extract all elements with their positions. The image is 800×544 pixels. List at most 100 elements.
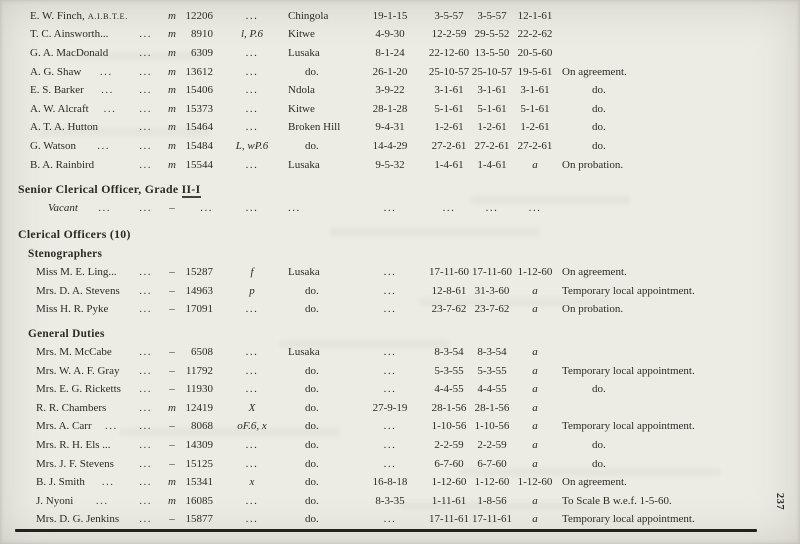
stenographer-rows: Miss M. E. Ling...... –15287 f Lusaka... 17-… <box>0 263 800 319</box>
allowance-code-cell: l, P.6 <box>240 28 264 41</box>
station-cell: do. <box>305 364 319 377</box>
dot-leader: ... <box>139 158 152 171</box>
table-row: Miss M. E. Ling...... –15287 f Lusaka... 17-… <box>30 263 790 282</box>
date-cell-4: a <box>532 158 538 171</box>
officer-name: R. R. Chambers <box>36 401 107 414</box>
date-cell-4: 1-2-61 <box>520 121 550 134</box>
date-cell-2: 6-7-60 <box>434 457 464 470</box>
senior-clerical-rows: E. W. Finch, A.I.B.T.E. m 12206... Chingola 1… <box>0 7 800 174</box>
staff-number-cell: 15287 <box>185 266 214 279</box>
date-cell-4: a <box>532 457 538 470</box>
date-cell-4: a <box>532 494 538 507</box>
officer-name-cell: E. S. Barker...... <box>30 84 160 96</box>
officer-name-cell: A. T. A. Hutton... <box>30 121 160 133</box>
date-cell-4: a <box>532 513 538 526</box>
officer-name: G. A. MacDonald <box>30 46 109 59</box>
station-cell: do. <box>305 65 319 78</box>
staff-number-cell: 13612 <box>185 65 214 78</box>
officer-name-cell: Vacant...... <box>30 202 160 214</box>
date-cell-1: ... <box>383 457 397 470</box>
staff-number-cell: 11930 <box>185 383 213 396</box>
date-cell-1: ... <box>383 420 397 433</box>
remarks-cell: do. <box>592 457 606 470</box>
allowance-code-cell: ... <box>245 513 259 526</box>
officer-name: G. Watson <box>30 139 76 152</box>
dot-leader: ... <box>139 303 152 316</box>
allowance-code-cell: ... <box>245 346 259 359</box>
date-cell-3: 5-3-55 <box>477 364 507 377</box>
date-cell-3: 29-5-52 <box>474 28 510 41</box>
allowance-code-cell: ... <box>245 383 259 396</box>
staff-number-cell: 15464 <box>185 121 214 134</box>
remarks-cell: do. <box>592 139 606 152</box>
allowance-code-cell: ... <box>245 457 259 470</box>
date-cell-1: 19-1-15 <box>372 9 408 22</box>
remarks-cell: On agreement. <box>562 65 627 78</box>
date-cell-4: a <box>532 364 538 377</box>
marital-status-cell: m <box>168 102 176 115</box>
officer-name: Miss H. R. Pyke <box>36 303 109 316</box>
table-row: G. A. MacDonald... m 6309... Lusaka 8-1-24 22… <box>30 44 790 63</box>
officer-name: Mrs. W. A. F. Gray <box>36 364 120 377</box>
station-cell: Lusaka <box>288 346 320 359</box>
date-cell-1: 9-4-31 <box>375 121 405 134</box>
remarks-cell: Temporary local appointment. <box>562 513 695 526</box>
date-cell-2: 5-1-61 <box>434 102 464 115</box>
officer-name: B. J. Smith <box>36 476 85 489</box>
officer-name-cell: G. A. MacDonald... <box>30 47 160 59</box>
dot-leader: ... <box>139 84 152 97</box>
date-cell-1: ... <box>383 513 397 526</box>
remarks-cell: On probation. <box>562 158 624 171</box>
date-cell-2: 8-3-54 <box>434 346 464 359</box>
table-row: J. Nyoni...... m 16085... do. 8-3-35 1-11-61 1… <box>30 491 790 510</box>
date-cell-1: 27-9-19 <box>372 401 408 414</box>
remarks-cell: do. <box>592 121 606 134</box>
station-cell: do. <box>305 457 319 470</box>
allowance-code-cell: ... <box>245 364 259 377</box>
staff-number-cell: 15341 <box>185 476 214 489</box>
staff-number-cell: 15484 <box>185 139 214 152</box>
remarks-cell: On agreement. <box>562 266 627 279</box>
dot-leader: ... <box>95 494 109 507</box>
date-cell-4: 1-12-60 <box>517 476 553 489</box>
section-heading-senior-clerical: Senior Clerical Officer, Grade II-I <box>18 180 800 198</box>
staff-number-cell: 15877 <box>185 513 214 526</box>
date-cell-2: 2-2-59 <box>434 438 464 451</box>
officer-name-cell: Mrs. E. G. Ricketts... <box>30 383 160 395</box>
date-cell-1: ... <box>383 364 397 377</box>
date-cell-4: ... <box>528 202 542 215</box>
date-cell-2: 28-1-56 <box>431 401 467 414</box>
officer-name: A. G. Shaw <box>30 65 82 78</box>
dot-leader: ... <box>139 28 152 41</box>
date-cell-3: 31-3-60 <box>474 284 510 297</box>
subsection-heading-stenographers: Stenographers <box>28 247 103 260</box>
date-cell-2: 22-12-60 <box>428 46 470 59</box>
officer-name-cell: B. A. Rainbird... <box>30 159 160 171</box>
date-cell-4: 20-5-60 <box>517 46 553 59</box>
marital-status-cell: – <box>169 457 175 470</box>
date-cell-2: 23-7-62 <box>431 303 467 316</box>
marital-status-cell: m <box>168 139 176 152</box>
date-cell-4: a <box>532 401 538 414</box>
officer-name-cell: J. Nyoni...... <box>30 495 160 507</box>
date-cell-2: 12-8-61 <box>431 284 467 297</box>
marital-status-cell: m <box>168 65 176 78</box>
station-cell: do. <box>305 383 319 396</box>
dot-leader: ... <box>139 139 152 152</box>
date-cell-2: 25-10-57 <box>428 65 470 78</box>
date-cell-1: ... <box>383 284 397 297</box>
officer-name: Mrs. A. Carr <box>36 420 92 433</box>
station-cell: Kitwe <box>288 28 315 41</box>
date-cell-1: 3-9-22 <box>375 84 405 97</box>
dot-leader: ... <box>139 284 152 297</box>
dot-leader: ... <box>139 102 152 115</box>
date-cell-3: 1-2-61 <box>477 121 507 134</box>
date-cell-3: 1-8-56 <box>477 494 507 507</box>
allowance-code-cell: f <box>250 266 254 279</box>
officer-name: Mrs. D. G. Jenkins <box>36 513 120 526</box>
table-row: Miss H. R. Pyke... –17091... do.... 23-7-62… <box>30 300 790 319</box>
dot-leader: ... <box>99 65 113 78</box>
table-row: Mrs. R. H. Els ...... –14309... do.... 2-2-… <box>30 436 790 455</box>
officer-name-cell: A. G. Shaw...... <box>30 66 160 78</box>
date-cell-4: a <box>532 383 538 396</box>
